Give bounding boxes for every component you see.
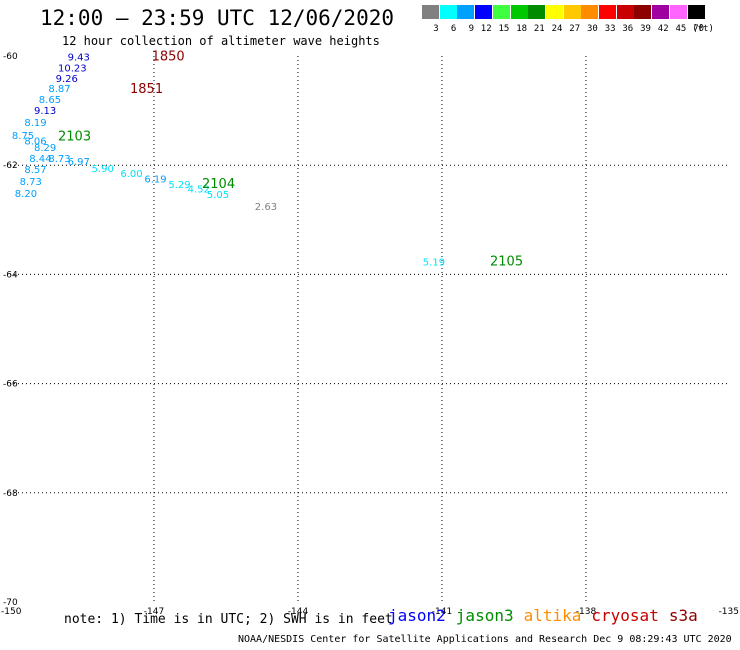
wave-height-label: 9.26	[56, 74, 78, 85]
wave-height-label: 8.75	[12, 131, 34, 142]
legend-label: 21	[533, 24, 545, 34]
legend-swatch	[599, 5, 616, 19]
legend-label: 70	[693, 24, 705, 34]
legend-swatch	[563, 5, 581, 19]
legend-swatch	[492, 5, 510, 19]
legend-swatch	[439, 5, 457, 19]
wave-height-label: 9.43	[68, 52, 90, 63]
legend-label: 12	[480, 24, 492, 34]
legend-label: 3	[433, 24, 439, 34]
pass-time-label: 2104	[202, 177, 235, 192]
legend-swatch	[616, 5, 634, 19]
wave-height-label: 6.19	[144, 175, 166, 186]
wave-height-label: 8.29	[34, 143, 56, 154]
wave-height-label: 5.90	[92, 164, 114, 175]
legend-label: 6	[450, 24, 457, 34]
legend-swatch	[528, 5, 546, 19]
longitude-tick-label: -141	[432, 607, 452, 617]
legend-label: 24	[551, 24, 563, 34]
latitude-tick-label: -68	[3, 489, 18, 499]
footer-note: note: 1) Time is in UTC; 2) SWH is in fe…	[64, 612, 393, 627]
legend-swatch	[457, 5, 475, 19]
wave-height-label: 9.13	[34, 106, 56, 117]
satellite-legend: jason2 jason3 altika cryosat s3a	[388, 606, 708, 625]
legend-swatch	[652, 5, 670, 19]
wave-height-label: 8.19	[24, 118, 46, 129]
legend-unit: (ft)	[692, 24, 714, 34]
wave-height-label: 5.05	[207, 190, 229, 201]
wave-height-label: 8.65	[39, 95, 61, 106]
legend-swatch	[581, 5, 599, 19]
wave-height-label: 8.06	[24, 136, 46, 147]
longitude-tick-label: -150	[1, 607, 22, 617]
legend-label: 30	[587, 24, 598, 34]
wave-height-label: 2.63	[255, 202, 277, 213]
pass-time-label: 1850	[152, 49, 185, 64]
wave-height-label: 10.23	[58, 63, 87, 74]
legend-swatch	[475, 5, 493, 19]
latitude-tick-label: -62	[3, 161, 18, 171]
legend-label: 33	[604, 24, 616, 34]
legend-swatch	[687, 5, 705, 19]
latitude-tick-label: -64	[3, 270, 18, 280]
wave-height-label: 5.19	[423, 258, 445, 269]
page-title: 12:00 – 23:59 UTC 12/06/2020	[40, 6, 395, 30]
legend-label: 42	[657, 24, 669, 34]
page-subtitle: 12 hour collection of altimeter wave hei…	[62, 34, 380, 48]
longitude-tick-label: -138	[576, 607, 597, 617]
wave-height-label: 5.29	[168, 180, 190, 191]
longitude-tick-label: -147	[144, 607, 164, 617]
satellite-name-jason2: jason2	[388, 606, 446, 625]
pass-time-label: 2105	[490, 255, 523, 270]
satellite-name-s3a: s3a	[668, 606, 698, 625]
longitude-tick-label: -144	[288, 607, 309, 617]
satellite-name-jason3: jason3	[455, 606, 514, 625]
legend-swatch	[634, 5, 652, 19]
pass-time-label: 2103	[58, 130, 91, 145]
satellite-name-altika: altika	[523, 606, 582, 625]
legend-label: 27	[569, 24, 581, 34]
latitude-tick-label: -70	[3, 598, 18, 608]
wave-height-label: 8.87	[48, 84, 70, 95]
wave-height-label: 8.73	[20, 177, 42, 188]
legend-label: 18	[516, 24, 528, 34]
wave-height-label: 4.52	[188, 185, 210, 196]
latitude-tick-label: -66	[3, 380, 18, 390]
wave-height-label: 6.97	[68, 157, 90, 168]
legend-swatch	[545, 5, 563, 19]
wave-height-label: 8.73	[48, 154, 70, 165]
pass-time-label: 1851	[130, 82, 163, 97]
legend-label: 39	[640, 24, 651, 34]
wave-height-label: 6.00	[120, 169, 142, 180]
wave-height-label: 8.57	[24, 165, 46, 176]
legend-label: 9	[468, 24, 475, 34]
legend-swatch	[422, 5, 439, 19]
legend-label: 36	[622, 24, 634, 34]
latitude-tick-label: -60	[3, 52, 18, 62]
legend-label: 15	[498, 24, 510, 34]
footer-credit: NOAA/NESDIS Center for Satellite Applica…	[238, 634, 732, 645]
wave-height-label: 8.44	[29, 154, 51, 165]
legend-label: 45	[675, 24, 687, 34]
longitude-tick-label: -135	[719, 607, 739, 617]
satellite-name-cryosat: cryosat	[591, 606, 659, 625]
legend-swatch	[669, 5, 687, 19]
legend-swatch	[510, 5, 528, 19]
wave-height-label: 8.20	[15, 189, 37, 200]
